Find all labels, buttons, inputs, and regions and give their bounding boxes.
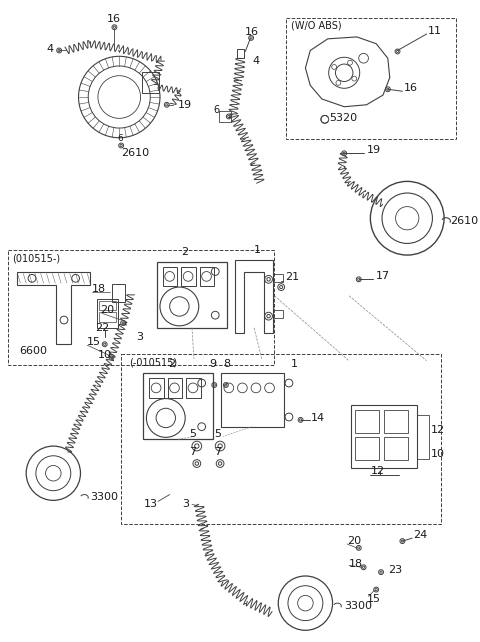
Text: 16: 16: [245, 27, 259, 37]
Text: 2610: 2610: [121, 148, 149, 159]
Bar: [144, 374, 213, 439]
Text: 20: 20: [100, 306, 114, 315]
Text: 3: 3: [182, 499, 189, 509]
Bar: [111, 284, 125, 302]
Bar: [8, 250, 275, 365]
Text: 6600: 6600: [19, 346, 48, 356]
Text: 9: 9: [209, 359, 216, 369]
Text: 10: 10: [98, 350, 112, 360]
Text: 5: 5: [189, 429, 196, 439]
Bar: [186, 378, 201, 397]
Text: 22: 22: [95, 323, 109, 333]
Text: 16: 16: [404, 83, 418, 93]
Text: 13: 13: [144, 499, 157, 509]
Text: 2610: 2610: [450, 216, 478, 226]
Text: 17: 17: [376, 272, 390, 281]
Bar: [99, 300, 116, 310]
Text: 11: 11: [428, 26, 442, 36]
Text: 3: 3: [136, 333, 143, 342]
Text: 18: 18: [349, 559, 363, 569]
Text: 20: 20: [347, 536, 361, 546]
Bar: [355, 437, 379, 460]
Text: 2: 2: [181, 247, 189, 257]
Bar: [221, 374, 284, 427]
Text: 23: 23: [388, 565, 402, 575]
Text: 4: 4: [47, 44, 54, 53]
Text: 12: 12: [371, 466, 384, 476]
Text: 7: 7: [214, 447, 221, 457]
Bar: [274, 275, 283, 282]
Text: 8: 8: [223, 359, 230, 369]
Bar: [157, 262, 227, 328]
Bar: [168, 378, 182, 397]
Text: (-010515): (-010515): [129, 358, 177, 368]
Bar: [142, 72, 159, 93]
Bar: [181, 266, 196, 286]
Text: (W/O ABS): (W/O ABS): [291, 21, 341, 30]
Bar: [219, 110, 231, 122]
Text: 15: 15: [87, 337, 101, 347]
Bar: [121, 354, 441, 524]
Text: (010515-): (010515-): [12, 254, 61, 264]
Bar: [384, 410, 408, 433]
Bar: [355, 410, 379, 433]
Text: 2: 2: [168, 359, 175, 369]
Text: 12: 12: [431, 424, 444, 435]
Bar: [97, 299, 118, 328]
Text: 15: 15: [367, 594, 381, 604]
Text: 7: 7: [189, 447, 196, 457]
Text: 14: 14: [311, 413, 325, 423]
Text: 1: 1: [254, 245, 261, 256]
Text: 5320: 5320: [330, 114, 358, 123]
Bar: [274, 310, 283, 318]
Bar: [286, 17, 456, 139]
Text: 16: 16: [107, 15, 120, 24]
Bar: [384, 437, 408, 460]
Text: 6: 6: [117, 134, 123, 143]
Text: 5: 5: [214, 429, 221, 439]
Bar: [351, 405, 417, 469]
Text: 10: 10: [431, 449, 444, 459]
Bar: [200, 266, 214, 286]
Text: 19: 19: [367, 145, 381, 155]
Bar: [237, 49, 244, 58]
Text: 1: 1: [291, 359, 298, 369]
Text: 4: 4: [252, 56, 259, 66]
Text: 3300: 3300: [90, 492, 118, 503]
Text: 6: 6: [213, 105, 219, 115]
Bar: [163, 266, 178, 286]
Text: 21: 21: [285, 272, 299, 282]
Text: 18: 18: [92, 284, 106, 294]
Text: 24: 24: [413, 530, 427, 541]
Bar: [417, 415, 429, 458]
Text: 19: 19: [178, 100, 192, 110]
Text: 3300: 3300: [344, 601, 372, 611]
Bar: [149, 378, 164, 397]
Bar: [99, 312, 116, 322]
